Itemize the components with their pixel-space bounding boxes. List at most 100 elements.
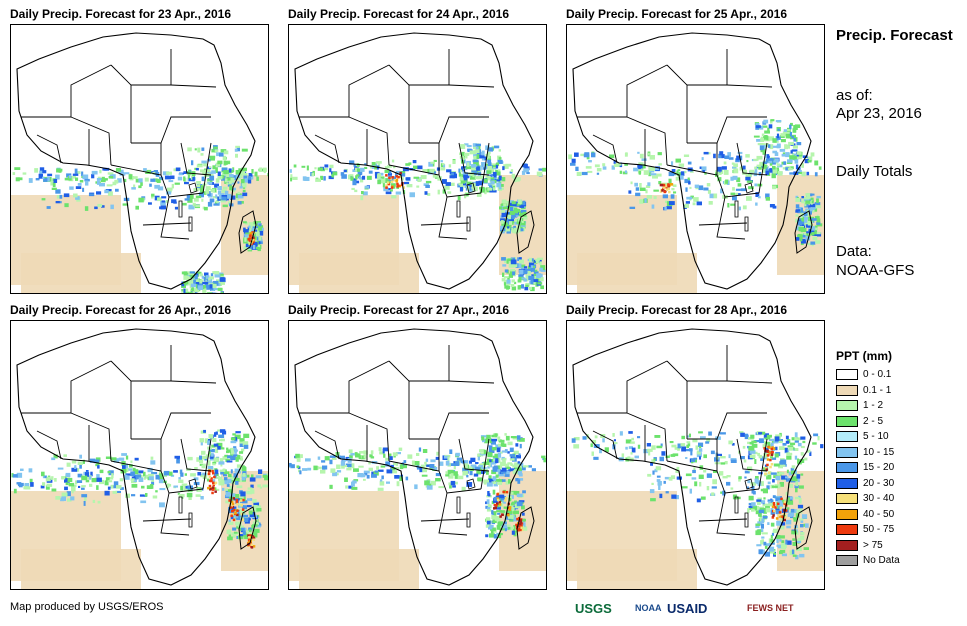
panel-title: Daily Precip. Forecast for 25 Apr., 2016 [566, 7, 787, 21]
africa-coastline [16, 32, 256, 290]
fewsnet-logo: FEWS NET [747, 603, 794, 613]
forecast-panel-2: Daily Precip. Forecast for 24 Apr., 2016 [288, 6, 547, 294]
precip-map [11, 328, 268, 589]
madagascar-coastline [238, 506, 257, 550]
precip-map [567, 32, 824, 293]
legend-label: 40 - 50 [863, 508, 895, 520]
legend-swatch [836, 446, 858, 458]
legend-label: 1 - 2 [863, 400, 884, 412]
forecast-panel-6: Daily Precip. Forecast for 28 Apr., 2016 [566, 302, 825, 590]
legend-item: 40 - 50 [836, 507, 900, 523]
great-lakes [178, 182, 198, 232]
forecast-map [10, 24, 269, 294]
legend-swatch [836, 400, 858, 412]
forecast-panel-5: Daily Precip. Forecast for 27 Apr., 2016 [288, 302, 547, 590]
legend-item: 2 - 5 [836, 414, 900, 430]
legend-item: 15 - 20 [836, 460, 900, 476]
legend-swatch [836, 462, 858, 474]
legend-swatch [836, 508, 858, 520]
legend-item: 0 - 0.1 [836, 367, 900, 383]
rain-areas [11, 429, 268, 549]
legend: 0 - 0.1 0.1 - 1 1 - 2 2 - 5 5 - 10 10 - 15 15 … [836, 367, 900, 569]
madagascar-coastline [516, 210, 535, 254]
legend-item: 10 - 15 [836, 445, 900, 461]
legend-label: 0.1 - 1 [863, 384, 892, 396]
legend-label: 0 - 0.1 [863, 369, 892, 381]
forecast-map [288, 320, 547, 590]
legend-swatch [836, 477, 858, 489]
panel-title: Daily Precip. Forecast for 28 Apr., 2016 [566, 303, 787, 317]
legend-swatch [836, 539, 858, 551]
africa-coastline [294, 32, 534, 290]
legend-swatch [836, 524, 858, 536]
legend-swatch [836, 369, 858, 381]
forecast-map [566, 24, 825, 294]
legend-item: No Data [836, 553, 900, 569]
country-borders [21, 49, 217, 240]
data-label: Data: [836, 243, 872, 260]
totals-label: Daily Totals [836, 163, 913, 180]
legend-label: 30 - 40 [863, 493, 895, 505]
madagascar-coastline [516, 506, 535, 550]
usgs-logo: USGS [575, 600, 612, 616]
great-lakes [734, 478, 754, 528]
precip-map [567, 328, 824, 589]
dry-areas [567, 471, 824, 589]
legend-label: 15 - 20 [863, 462, 895, 474]
legend-item: 50 - 75 [836, 522, 900, 538]
panel-title: Daily Precip. Forecast for 24 Apr., 2016 [288, 7, 509, 21]
madagascar-coastline [238, 210, 257, 254]
precip-map [289, 32, 546, 293]
madagascar-coastline [794, 506, 813, 550]
forecast-map [10, 320, 269, 590]
legend-swatch [836, 431, 858, 443]
legend-item: > 75 [836, 538, 900, 554]
dry-areas [289, 175, 546, 293]
country-borders [577, 345, 773, 536]
usaid-logo: USAID [667, 600, 708, 616]
forecast-map [288, 24, 547, 294]
dry-areas [11, 471, 268, 589]
forecast-panel-4: Daily Precip. Forecast for 26 Apr., 2016 [10, 302, 269, 590]
great-lakes [456, 478, 476, 528]
legend-label: 10 - 15 [863, 446, 895, 458]
africa-coastline [294, 328, 534, 586]
precip-map [11, 32, 268, 293]
dry-areas [567, 175, 824, 293]
legend-item: 1 - 2 [836, 398, 900, 414]
great-lakes [178, 478, 198, 528]
great-lakes [734, 182, 754, 232]
legend-title: PPT (mm) [836, 349, 893, 363]
legend-label: No Data [863, 555, 900, 567]
legend-label: 2 - 5 [863, 415, 884, 427]
rain-areas [289, 143, 546, 292]
legend-item: 20 - 30 [836, 476, 900, 492]
legend-swatch [836, 415, 858, 427]
country-borders [299, 345, 495, 536]
legend-label: 50 - 75 [863, 524, 895, 536]
africa-coastline [16, 328, 256, 586]
noaa-logo: NOAA [635, 603, 662, 613]
legend-item: 30 - 40 [836, 491, 900, 507]
legend-swatch [836, 555, 858, 567]
panel-title: Daily Precip. Forecast for 23 Apr., 2016 [10, 7, 231, 21]
legend-label: 20 - 30 [863, 477, 895, 489]
country-borders [21, 345, 217, 536]
africa-coastline [572, 328, 812, 586]
data-source: NOAA-GFS [836, 262, 915, 279]
panel-title: Daily Precip. Forecast for 27 Apr., 2016 [288, 303, 509, 317]
forecast-panel-3: Daily Precip. Forecast for 25 Apr., 2016 [566, 6, 825, 294]
precip-map [289, 328, 546, 589]
country-borders [577, 49, 773, 240]
country-borders [299, 49, 495, 240]
map-title: Precip. Forecast [836, 27, 953, 44]
asof-label: as of: [836, 87, 873, 104]
dry-areas [11, 175, 268, 293]
legend-swatch [836, 384, 858, 396]
legend-item: 5 - 10 [836, 429, 900, 445]
partner-logos: USGS NOAA USAID FEWS NET [575, 596, 829, 620]
legend-label: > 75 [863, 539, 883, 551]
legend-item: 0.1 - 1 [836, 383, 900, 399]
great-lakes [456, 182, 476, 232]
africa-coastline [572, 32, 812, 290]
